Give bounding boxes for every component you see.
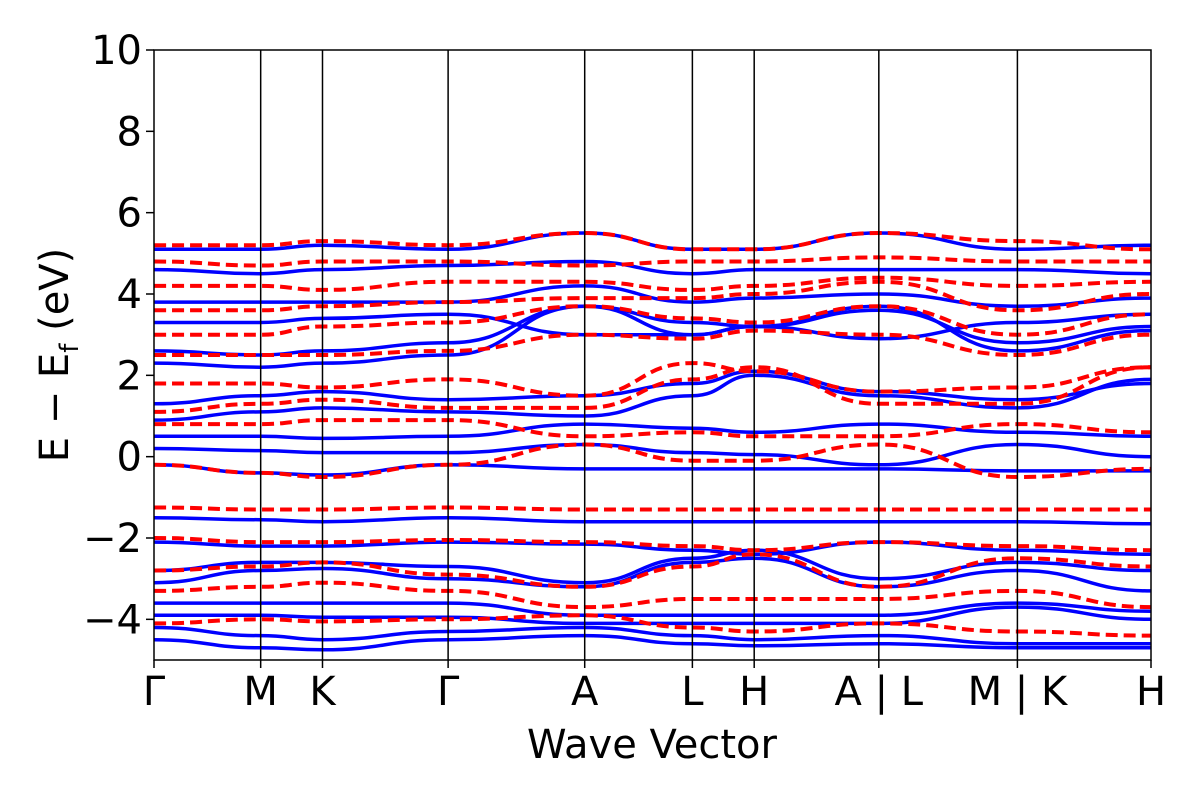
spin-up-band-9 bbox=[154, 442, 1151, 467]
spin-down-band-30 bbox=[154, 279, 1151, 313]
y-tick-label-0: −4 bbox=[83, 597, 142, 643]
spin-up-band-14 bbox=[154, 304, 1151, 357]
x-tick-label-7: A | L bbox=[835, 669, 924, 715]
spin-down-band-29 bbox=[154, 304, 1151, 337]
y-axis-title-unit: (eV) bbox=[32, 248, 78, 344]
high-symmetry-lines bbox=[259, 50, 1019, 660]
spin-down-band-28 bbox=[154, 328, 1151, 358]
spin-up-band-15 bbox=[154, 312, 1151, 341]
spin-down-band-33 bbox=[154, 230, 1151, 252]
x-tick-label-4: A bbox=[571, 669, 599, 715]
spin-up-band-13 bbox=[154, 304, 1151, 369]
y-axis-title-main: E − E bbox=[32, 353, 78, 463]
y-axis-title: E − Ef (eV) bbox=[32, 248, 85, 463]
spin-up-band-4 bbox=[154, 556, 1151, 593]
y-axis-title-subscript: f bbox=[55, 343, 85, 353]
spin-down-band-19 bbox=[154, 613, 1151, 638]
spin-down-band-26 bbox=[154, 365, 1151, 414]
y-tick-label-2: 0 bbox=[117, 435, 142, 481]
x-tick-label-3: Γ bbox=[437, 669, 460, 715]
spin-up-band-6 bbox=[154, 540, 1151, 557]
y-tick-label-5: 6 bbox=[117, 191, 142, 237]
y-axis-ticks: −4 −2 0 2 4 6 8 10 bbox=[83, 28, 154, 643]
band-lines bbox=[154, 230, 1151, 652]
y-tick-label-3: 2 bbox=[117, 353, 142, 399]
spin-down-band-27 bbox=[154, 361, 1151, 398]
x-tick-label-6: H bbox=[739, 669, 769, 715]
spin-down-band-24 bbox=[154, 442, 1151, 480]
spin-up-band-3 bbox=[154, 601, 1151, 618]
spin-up-band-17 bbox=[154, 259, 1151, 276]
x-tick-label-9: H bbox=[1136, 669, 1166, 715]
y-tick-label-6: 8 bbox=[117, 109, 142, 155]
spin-down-band-31 bbox=[154, 275, 1151, 292]
spin-down-band-23 bbox=[154, 505, 1151, 512]
x-tick-label-1: M bbox=[243, 669, 278, 715]
spin-down-band-22 bbox=[154, 536, 1151, 553]
x-tick-label-2: K bbox=[309, 669, 337, 715]
spin-up-band-0 bbox=[154, 633, 1151, 652]
spin-down-band-20 bbox=[154, 580, 1151, 610]
x-tick-label-5: L bbox=[681, 669, 704, 715]
spin-up-band-10 bbox=[154, 422, 1151, 441]
spin-up-band-11 bbox=[154, 373, 1151, 422]
x-axis-title: Wave Vector bbox=[527, 722, 778, 768]
x-tick-label-8: M | K bbox=[968, 669, 1069, 715]
spin-up-band-1 bbox=[154, 625, 1151, 646]
spin-down-band-25 bbox=[154, 418, 1151, 439]
y-tick-label-4: 4 bbox=[117, 272, 142, 318]
spin-up-band-7 bbox=[154, 515, 1151, 526]
y-tick-label-1: −2 bbox=[83, 516, 142, 562]
spin-down-band-21 bbox=[154, 552, 1151, 589]
plot-frame bbox=[153, 49, 1152, 661]
y-tick-label-7: 10 bbox=[91, 28, 142, 74]
x-tick-label-0: Γ bbox=[143, 669, 166, 715]
